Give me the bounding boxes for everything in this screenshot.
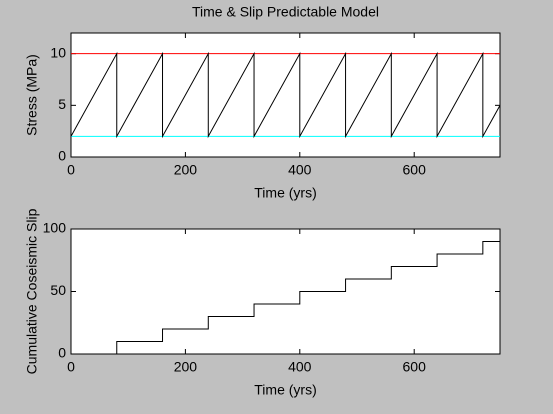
y-tick-label: 50 — [50, 282, 66, 298]
y-axis-label: Stress (MPa) — [24, 54, 40, 136]
x-tick-label: 400 — [288, 359, 312, 375]
x-tick-label: 600 — [403, 162, 427, 178]
y-tick-label: 10 — [50, 44, 66, 60]
x-tick-label: 600 — [403, 359, 427, 375]
x-tick-label: 200 — [174, 359, 198, 375]
x-axis-label: Time (yrs) — [254, 185, 316, 201]
x-tick-label: 200 — [174, 162, 198, 178]
x-tick-label: 0 — [67, 359, 75, 375]
y-tick-label: 0 — [58, 148, 66, 164]
series-line — [71, 241, 500, 355]
chart-title: Time & Slip Predictable Model — [192, 4, 379, 20]
x-axis-label: Time (yrs) — [254, 382, 316, 398]
y-tick-label: 5 — [58, 96, 66, 112]
series-line — [70, 51, 501, 139]
y-tick-label: 0 — [58, 345, 66, 361]
plot-area — [70, 228, 501, 355]
x-tick-label: 0 — [67, 162, 75, 178]
y-axis-label: Cumulative Coseismic Slip — [24, 208, 40, 374]
x-tick-label: 400 — [288, 162, 312, 178]
plot-area — [70, 32, 501, 158]
y-tick-label: 100 — [43, 220, 67, 236]
